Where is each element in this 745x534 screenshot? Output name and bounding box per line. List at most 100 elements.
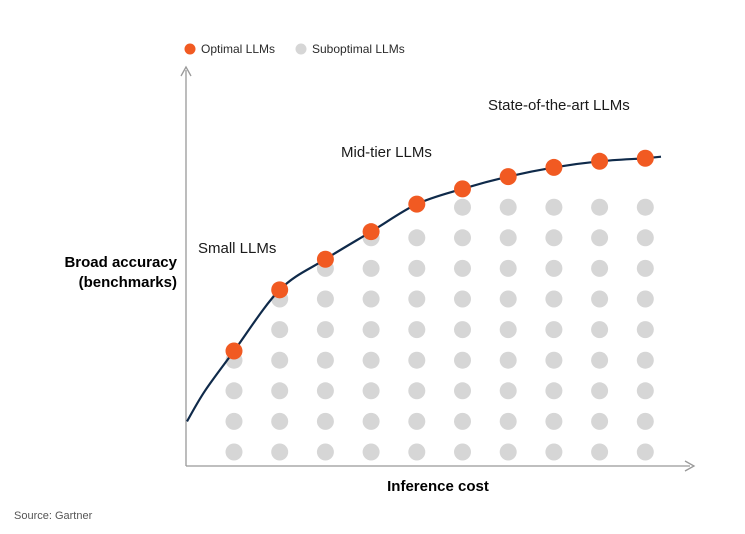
suboptimal-dot: [591, 198, 609, 216]
suboptimal-dot: [454, 412, 471, 430]
legend-swatch-optimal: [184, 43, 196, 55]
suboptimal-dot: [545, 198, 563, 216]
suboptimal-dot: [545, 412, 563, 430]
suboptimal-dot: [545, 259, 563, 277]
suboptimal-dot: [591, 290, 609, 308]
suboptimal-dot: [591, 382, 609, 400]
suboptimal-dot: [454, 382, 471, 400]
suboptimal-dot: [636, 443, 654, 461]
suboptimal-dot: [499, 229, 517, 247]
suboptimal-dot: [271, 443, 289, 461]
suboptimal-dot: [636, 321, 654, 339]
suboptimal-dot: [454, 351, 471, 369]
optimal-dot: [591, 152, 609, 170]
suboptimal-dot: [636, 382, 654, 400]
suboptimal-dot: [636, 198, 654, 216]
y-axis-label-line2: (benchmarks): [79, 274, 177, 291]
suboptimal-dots: [225, 198, 654, 461]
suboptimal-dot: [499, 382, 517, 400]
suboptimal-dot: [362, 259, 380, 277]
suboptimal-dot: [408, 290, 426, 308]
suboptimal-dot: [454, 259, 471, 277]
pareto-frontier-curve: [186, 155, 662, 422]
suboptimal-dot: [636, 229, 654, 247]
x-axis-label: Inference cost: [387, 478, 489, 495]
suboptimal-dot: [545, 443, 563, 461]
suboptimal-dot: [454, 443, 471, 461]
optimal-dot: [271, 281, 289, 299]
suboptimal-dot: [636, 290, 654, 308]
suboptimal-dot: [316, 382, 334, 400]
suboptimal-dot: [636, 412, 654, 430]
suboptimal-dot: [362, 321, 380, 339]
suboptimal-dot: [362, 412, 380, 430]
suboptimal-dot: [545, 321, 563, 339]
suboptimal-dot: [271, 351, 289, 369]
suboptimal-dot: [636, 351, 654, 369]
suboptimal-dot: [408, 443, 426, 461]
legend-label-optimal: Optimal LLMs: [201, 42, 275, 56]
y-axis-arrow: [180, 65, 192, 77]
suboptimal-dot: [362, 351, 380, 369]
optimal-dot: [408, 195, 426, 213]
suboptimal-dot: [545, 351, 563, 369]
suboptimal-dot: [591, 412, 609, 430]
suboptimal-dot: [316, 351, 334, 369]
suboptimal-dot: [454, 198, 471, 216]
suboptimal-dot: [499, 198, 517, 216]
legend-swatch-suboptimal: [295, 43, 307, 55]
suboptimal-dot: [454, 290, 471, 308]
legend: Optimal LLMs Suboptimal LLMs: [184, 42, 405, 56]
suboptimal-dot: [499, 321, 517, 339]
suboptimal-dot: [225, 382, 243, 400]
suboptimal-dot: [316, 321, 334, 339]
suboptimal-dot: [545, 290, 563, 308]
annotation-mid-tier-llms: Mid-tier LLMs: [341, 144, 432, 161]
optimal-dot: [454, 180, 471, 198]
suboptimal-dot: [271, 321, 289, 339]
suboptimal-dot: [408, 229, 426, 247]
suboptimal-dot: [591, 443, 609, 461]
suboptimal-dot: [408, 321, 426, 339]
source-note: Source: Gartner: [14, 510, 93, 522]
optimal-dot: [225, 342, 243, 360]
optimal-dot: [636, 149, 654, 167]
suboptimal-dot: [271, 412, 289, 430]
suboptimal-dot: [499, 443, 517, 461]
suboptimal-dot: [454, 321, 471, 339]
suboptimal-dot: [362, 443, 380, 461]
x-axis-arrow: [684, 460, 696, 472]
y-axis-label-line1: Broad accuracy: [64, 254, 177, 271]
suboptimal-dot: [362, 290, 380, 308]
suboptimal-dot: [591, 229, 609, 247]
optimal-dot: [316, 250, 334, 268]
suboptimal-dot: [636, 259, 654, 277]
suboptimal-dot: [545, 382, 563, 400]
suboptimal-dot: [591, 259, 609, 277]
suboptimal-dot: [271, 382, 289, 400]
suboptimal-dot: [362, 382, 380, 400]
suboptimal-dot: [545, 229, 563, 247]
suboptimal-dot: [408, 382, 426, 400]
suboptimal-dot: [591, 321, 609, 339]
suboptimal-dot: [499, 412, 517, 430]
suboptimal-dot: [316, 412, 334, 430]
suboptimal-dot: [499, 351, 517, 369]
suboptimal-dot: [316, 290, 334, 308]
suboptimal-dot: [454, 229, 471, 247]
suboptimal-dot: [225, 443, 243, 461]
optimal-dot: [362, 223, 380, 241]
suboptimal-dot: [316, 443, 334, 461]
suboptimal-dot: [499, 290, 517, 308]
annotation-small-llms: Small LLMs: [198, 240, 276, 257]
suboptimal-dot: [408, 412, 426, 430]
suboptimal-dot: [408, 259, 426, 277]
optimal-dot: [545, 158, 563, 176]
optimal-dot: [499, 168, 517, 186]
suboptimal-dot: [499, 259, 517, 277]
suboptimal-dot: [408, 351, 426, 369]
legend-label-suboptimal: Suboptimal LLMs: [312, 42, 405, 56]
optimal-dots: [225, 149, 654, 360]
suboptimal-dot: [225, 412, 243, 430]
